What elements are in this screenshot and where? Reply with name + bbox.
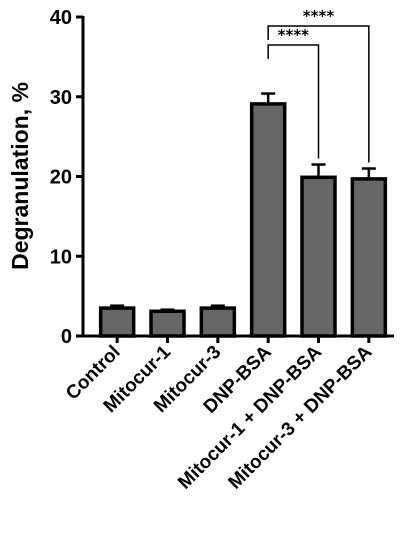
bar-0: [98, 306, 136, 338]
y-tick-label: 40: [50, 7, 72, 29]
y-axis-label: Degranulation, %: [7, 82, 33, 270]
bar-2: [199, 306, 237, 338]
bar-3: [249, 102, 287, 338]
y-tick-label: 30: [50, 87, 72, 109]
significance-label: ****: [303, 7, 335, 25]
bar-5: [350, 177, 388, 338]
y-tick-label: 10: [50, 246, 72, 268]
bar-1: [149, 309, 186, 338]
y-tick-label: 0: [61, 326, 72, 348]
y-tick-label: 20: [50, 167, 72, 189]
significance-bracket: [267, 44, 320, 159]
significance-bracket: [267, 25, 370, 163]
plot-area: 010203040ControlMitocur-1Mitocur-3DNP-BS…: [50, 7, 394, 494]
bar-4: [300, 175, 337, 338]
significance-label: ****: [278, 26, 310, 44]
